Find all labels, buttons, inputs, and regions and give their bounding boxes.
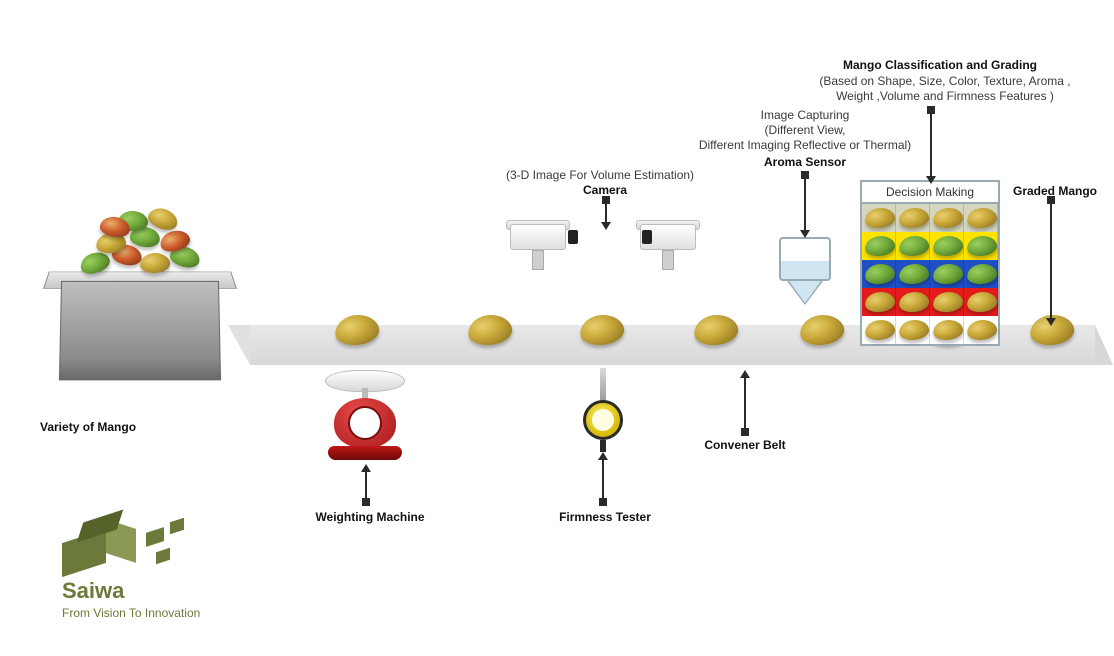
graded-label: Graded Mango xyxy=(1000,184,1110,199)
decision-cell xyxy=(964,204,998,232)
mango-bin xyxy=(40,225,250,390)
decision-cell xyxy=(964,316,998,344)
decision-cell xyxy=(862,316,896,344)
decision-mango-icon xyxy=(898,318,930,342)
camera-left-icon xyxy=(510,220,580,275)
image-capture-l1: Image Capturing xyxy=(690,108,920,123)
arrow-camera xyxy=(605,200,607,222)
decision-mango-icon xyxy=(864,318,896,342)
classification-sub1: (Based on Shape, Size, Color, Texture, A… xyxy=(800,74,1090,89)
arrow-firm xyxy=(602,460,604,502)
decision-cell xyxy=(930,316,964,344)
arrow-aroma xyxy=(804,175,806,230)
decision-cell xyxy=(896,288,930,316)
decision-mango-icon xyxy=(966,206,998,230)
decision-cell xyxy=(964,260,998,288)
decision-cell xyxy=(862,204,896,232)
decision-mango-icon xyxy=(966,262,998,286)
diagram-canvas: Variety of Mango Decision Making (3-D Im… xyxy=(0,0,1114,656)
decision-cell xyxy=(862,260,896,288)
decision-making-panel: Decision Making xyxy=(860,180,1000,346)
decision-cell xyxy=(896,232,930,260)
decision-cell xyxy=(862,232,896,260)
decision-mango-icon xyxy=(864,262,896,286)
saiwa-logo: Saiwa From Vision To Innovation xyxy=(62,506,200,620)
belt-right-taper xyxy=(1095,325,1113,365)
logo-mark-icon xyxy=(62,506,182,576)
decision-mango-icon xyxy=(898,206,930,230)
camera-right-icon xyxy=(640,220,710,275)
logo-brand: Saiwa xyxy=(62,578,200,604)
arrow-conv xyxy=(744,378,746,432)
decision-cell xyxy=(930,204,964,232)
decision-mango-icon xyxy=(864,290,896,314)
convener-label: Convener Belt xyxy=(690,438,800,453)
classification-sub2: Weight ,Volume and Firmness Features ) xyxy=(800,89,1090,104)
decision-cell xyxy=(862,288,896,316)
decision-mango-icon xyxy=(932,234,964,258)
decision-mango-icon xyxy=(966,318,998,342)
weighing-scale-icon xyxy=(322,370,408,465)
decision-cell xyxy=(896,260,930,288)
decision-mango-icon xyxy=(898,290,930,314)
classification-bold: Mango Classification and Grading xyxy=(810,58,1070,73)
decision-mango-icon xyxy=(864,234,896,258)
decision-mango-icon xyxy=(864,206,896,230)
image-capture-l3: Different Imaging Reflective or Thermal) xyxy=(670,138,940,153)
aroma-label: Aroma Sensor xyxy=(740,155,870,170)
arrow-weight xyxy=(365,472,367,502)
aroma-sensor-icon xyxy=(775,237,835,317)
firmness-label: Firmness Tester xyxy=(545,510,665,525)
variety-label: Variety of Mango xyxy=(40,420,180,435)
arrow-class xyxy=(930,110,932,176)
decision-mango-icon xyxy=(932,318,964,342)
image-capture-l2: (Different View, xyxy=(690,123,920,138)
decision-mango-icon xyxy=(898,234,930,258)
decision-cell xyxy=(964,288,998,316)
decision-cell xyxy=(964,232,998,260)
decision-cell xyxy=(896,204,930,232)
camera-sub-label: (3-D Image For Volume Estimation) xyxy=(470,168,730,183)
arrow-graded xyxy=(1050,200,1052,318)
decision-mango-icon xyxy=(966,234,998,258)
decision-mango-icon xyxy=(932,290,964,314)
decision-mango-icon xyxy=(932,262,964,286)
firmness-tester-icon xyxy=(578,368,628,458)
decision-mango-icon xyxy=(966,290,998,314)
decision-cell xyxy=(930,288,964,316)
logo-tagline: From Vision To Innovation xyxy=(62,606,200,620)
decision-cell xyxy=(930,232,964,260)
decision-mango-icon xyxy=(898,262,930,286)
decision-cell xyxy=(896,316,930,344)
decision-cell xyxy=(930,260,964,288)
weighting-label: Weighting Machine xyxy=(300,510,440,525)
decision-mango-icon xyxy=(932,206,964,230)
